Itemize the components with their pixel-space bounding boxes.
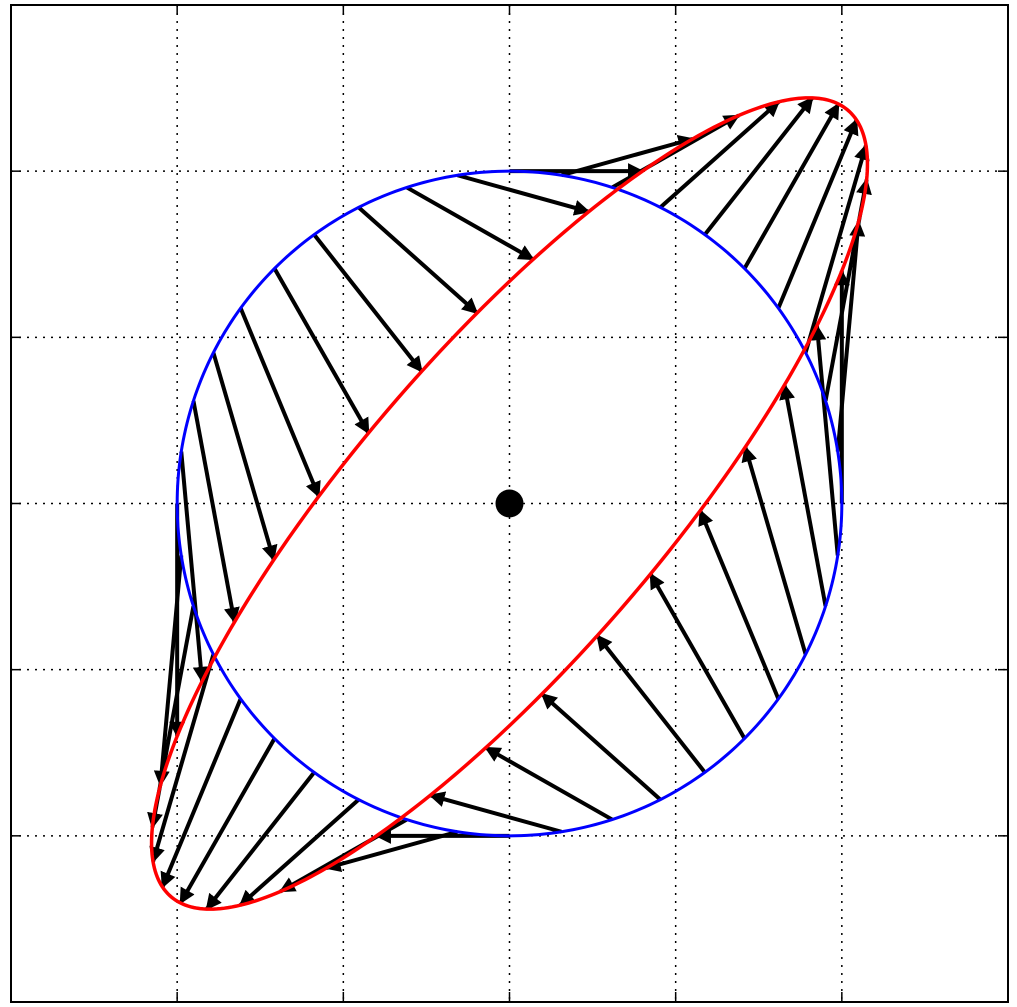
- displacement-arrow: [484, 745, 614, 822]
- displacement-arrow: [238, 307, 321, 498]
- displacement-arrow: [456, 173, 591, 216]
- displacement-arrow: [698, 509, 781, 700]
- displacement-arrow: [810, 324, 840, 556]
- displacement-arrow: [405, 185, 535, 262]
- displacement-arrow: [211, 352, 278, 562]
- displacement-arrow: [357, 205, 479, 315]
- displacement-arrow: [149, 653, 216, 864]
- displacement-arrow: [835, 220, 866, 452]
- axis-ticks: [11, 5, 1008, 1002]
- displacement-arrow: [312, 233, 424, 373]
- curves: [149, 96, 870, 911]
- displacement-arrow: [179, 451, 209, 683]
- plot-frame: [10, 4, 1009, 1003]
- displacement-arrow: [741, 445, 808, 655]
- displacement-arrow: [153, 555, 184, 787]
- displacement-arrow: [178, 737, 277, 905]
- displacement-arrow: [776, 118, 859, 309]
- displacement-arrow: [272, 267, 371, 435]
- mapped-ellipse-curve: [149, 96, 870, 911]
- unit-circle-curve: [175, 169, 844, 838]
- displacement-arrow: [160, 698, 243, 889]
- displacement-arrow: [205, 771, 316, 911]
- displacement-arrow: [238, 798, 360, 907]
- displacement-arrow: [540, 692, 662, 802]
- displacement-arrow: [648, 572, 747, 740]
- center-point: [495, 489, 524, 518]
- displacement-arrow: [428, 791, 563, 834]
- displacement-arrow: [779, 383, 828, 607]
- displacement-arrow: [191, 400, 240, 624]
- displacement-arrow: [703, 96, 814, 236]
- displacement-arrow: [803, 143, 870, 354]
- displacement-arrow: [595, 634, 707, 774]
- displacement-arrow: [742, 102, 841, 270]
- displacement-arrow: [659, 100, 781, 209]
